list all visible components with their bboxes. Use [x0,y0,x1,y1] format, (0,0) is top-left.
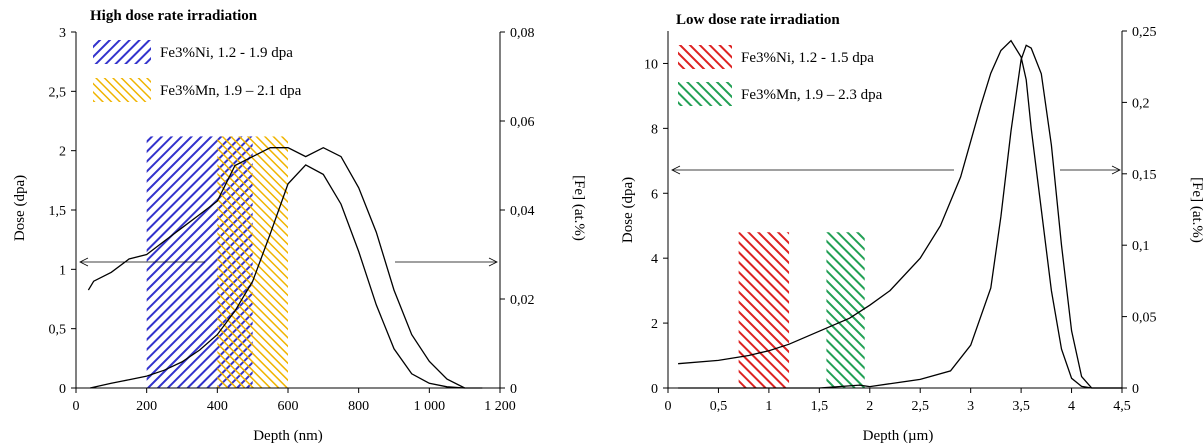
y-tick-label: 10 [644,57,658,72]
x-tick-label: 800 [348,399,369,414]
x-tick-label: 0 [665,399,672,414]
plot-area: 0 0,5 1 1,5 2 2,5 3 3,5 4 4,5024681000,050,10,150… [644,25,1157,414]
y-tick-label: 1 [59,263,66,278]
y2-tick-label: 0,02 [510,293,535,308]
y2-tick-label: 0 [1132,382,1139,397]
chart-low-dose-rate: Low dose rate irradiation Depth (µm) Dos… [620,12,1203,444]
y2-tick-label: 0,04 [510,204,535,219]
x-tick-label: 4,5 [1113,399,1131,414]
arrowhead-left [671,165,681,175]
legend-swatch-mn [678,82,732,106]
y-tick-label: 8 [651,122,658,137]
arrowhead-right [488,257,498,267]
x-tick-label: 0 [73,399,80,414]
x-axis-title: Depth (µm) [863,428,934,444]
x-tick-label: 2,5 [911,399,929,414]
x-tick-label: 1 200 [484,399,516,414]
x-tick-label: 600 [278,399,299,414]
y-tick-label: 0 [59,382,66,397]
legend-label-mn: Fe3%Mn, 1.9 – 2.1 dpa [160,83,302,99]
y-tick-label: 2 [59,145,66,160]
axis-arrows [79,165,1121,267]
hatched-band [826,232,865,388]
arrowhead-right [1111,165,1121,175]
y-axis-title: Dose (dpa) [12,175,28,241]
y2-axis-title: [Fe] (at.%) [571,175,587,241]
legend-swatch-ni [678,45,732,69]
legend-label-ni: Fe3%Ni, 1.2 - 1.5 dpa [741,50,874,66]
chart-title: High dose rate irradiation [90,8,258,24]
x-tick-label: 3,5 [1012,399,1030,414]
y2-tick-label: 0 [510,382,517,397]
chart-title: Low dose rate irradiation [676,12,840,28]
y2-axis-title: [Fe] (at.%) [1189,177,1203,243]
y-tick-label: 4 [651,252,658,267]
x-tick-label: 1 [765,399,772,414]
y-tick-label: 6 [651,187,658,202]
y2-tick-label: 0,05 [1132,311,1157,326]
y-tick-label: 1,5 [49,204,67,219]
x-tick-label: 400 [207,399,228,414]
legend-swatch-mn [93,78,151,102]
x-tick-label: 1,5 [811,399,829,414]
y2-tick-label: 0,08 [510,26,535,41]
y2-tick-label: 0,2 [1132,96,1150,111]
dose-profile-line [678,39,1122,389]
y2-tick-label: 0,1 [1132,239,1150,254]
y-tick-label: 3 [59,26,66,41]
fe-concentration-line [678,44,1122,389]
legend-label-mn: Fe3%Mn, 1.9 – 2.3 dpa [741,87,883,103]
x-tick-label: 4 [1068,399,1075,414]
y-axis-title: Dose (dpa) [620,177,636,243]
dose-profile-line [89,164,483,389]
x-tick-label: 200 [136,399,157,414]
x-axis-title: Depth (nm) [253,428,323,444]
legend-swatch-ni [93,40,151,64]
fe-concentration-line [87,146,465,389]
arrowhead-left [79,257,89,267]
y2-tick-label: 0,15 [1132,168,1157,183]
y-tick-label: 0 [651,382,658,397]
x-tick-label: 1 000 [414,399,446,414]
y-tick-label: 0,5 [49,323,67,338]
plot-area: 0 200 400 600 800 1 000 1 200 0 0,5 1 1,5 2 2,5 3 0 0,0… [49,26,535,414]
y2-tick-label: 0,25 [1132,25,1157,40]
x-tick-label: 0,5 [710,399,728,414]
hatched-band [738,232,790,388]
x-tick-label: 2 [866,399,873,414]
hatched-band [217,136,288,388]
legend-label-ni: Fe3%Ni, 1.2 - 1.9 dpa [160,45,293,61]
y-tick-label: 2,5 [49,85,67,100]
y2-tick-label: 0,06 [510,115,535,130]
y-tick-label: 2 [651,317,658,332]
x-tick-label: 3 [967,399,974,414]
chart-high-dose-rate: High dose rate irradiation Depth (nm) Do… [12,8,587,444]
